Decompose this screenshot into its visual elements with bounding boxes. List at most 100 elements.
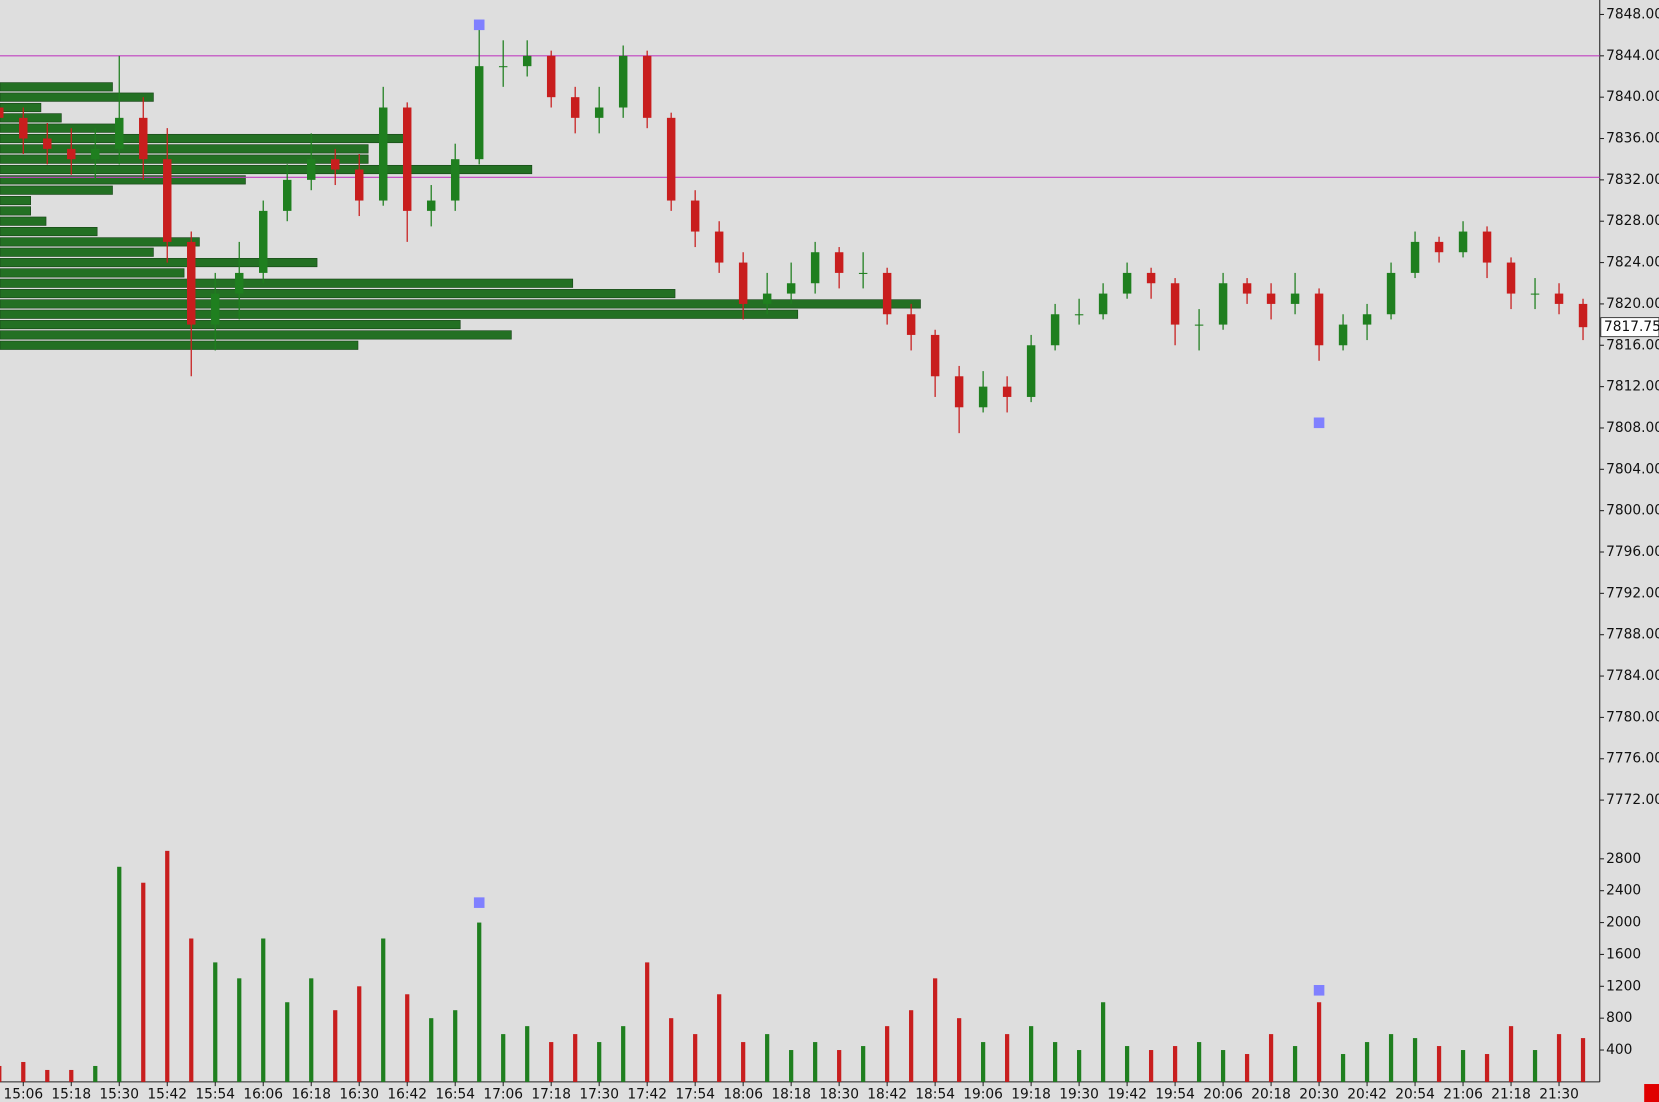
profile-bar bbox=[0, 340, 359, 350]
profile-bar bbox=[0, 206, 32, 216]
profile-bar bbox=[0, 92, 154, 102]
candle-body bbox=[714, 231, 724, 263]
volume-bar bbox=[1292, 1046, 1298, 1082]
x-tick-label: 16:54 bbox=[435, 1087, 475, 1102]
volume-bar bbox=[645, 962, 650, 1082]
volume-bar bbox=[717, 994, 722, 1082]
volume-bar bbox=[309, 978, 314, 1082]
volume-bar bbox=[1172, 1046, 1178, 1082]
y-tick-label: 7776.00 bbox=[1606, 751, 1659, 767]
volume-tick-label: 1600 bbox=[1606, 946, 1641, 962]
candle-body bbox=[834, 252, 844, 273]
candle-body bbox=[642, 55, 652, 118]
candle-body bbox=[1170, 283, 1180, 325]
volume-bar bbox=[669, 1018, 674, 1082]
candle-body bbox=[1098, 293, 1108, 315]
signal-marker bbox=[1313, 417, 1325, 429]
x-tick-label: 17:42 bbox=[627, 1087, 667, 1102]
profile-bar bbox=[0, 195, 32, 206]
x-tick-label: 17:18 bbox=[531, 1087, 571, 1102]
x-tick-label: 19:18 bbox=[1011, 1087, 1051, 1102]
x-tick-label: 21:30 bbox=[1539, 1087, 1579, 1102]
volume-bar bbox=[1268, 1034, 1274, 1082]
x-tick-label: 15:42 bbox=[147, 1087, 187, 1102]
y-tick-label: 7772.00 bbox=[1606, 792, 1659, 808]
volume-bar bbox=[501, 1034, 506, 1082]
candle-body bbox=[67, 148, 76, 160]
volume-bar bbox=[741, 1042, 746, 1082]
candle-body bbox=[1146, 272, 1156, 284]
volume-bar bbox=[45, 1069, 50, 1082]
candle-body bbox=[1458, 231, 1468, 253]
corner-indicator bbox=[1644, 1084, 1659, 1102]
candle-body bbox=[810, 252, 820, 284]
candle-body bbox=[1002, 386, 1012, 397]
volume-tick-label: 400 bbox=[1606, 1042, 1632, 1058]
y-tick-label: 7832.00 bbox=[1606, 172, 1659, 188]
volume-bar bbox=[117, 866, 122, 1082]
volume-bar bbox=[1580, 1038, 1586, 1082]
profile-bar bbox=[0, 278, 574, 288]
x-tick-label: 20:54 bbox=[1395, 1087, 1435, 1102]
candle-body bbox=[930, 334, 940, 377]
profile-bar bbox=[0, 123, 124, 133]
candle-body bbox=[1290, 293, 1300, 304]
candle-body bbox=[283, 179, 292, 211]
candle-body bbox=[1386, 272, 1396, 315]
candle-body bbox=[1194, 324, 1204, 326]
profile-bar bbox=[0, 185, 113, 195]
y-tick-label: 7816.00 bbox=[1606, 337, 1659, 353]
y-tick-label: 7792.00 bbox=[1606, 585, 1659, 601]
x-tick-label: 18:54 bbox=[915, 1087, 955, 1102]
volume-tick-label: 1200 bbox=[1606, 978, 1641, 994]
y-tick-label: 7800.00 bbox=[1606, 503, 1659, 519]
volume-bar bbox=[1484, 1054, 1490, 1082]
volume-bar bbox=[213, 962, 218, 1082]
profile-bar bbox=[0, 320, 461, 330]
volume-bar bbox=[885, 1026, 890, 1082]
volume-bar bbox=[789, 1050, 794, 1082]
candle-body bbox=[1362, 314, 1372, 325]
candle-body bbox=[1338, 324, 1348, 346]
candle-body bbox=[1434, 241, 1444, 253]
x-tick-label: 15:54 bbox=[195, 1087, 235, 1102]
y-tick-label: 7828.00 bbox=[1606, 213, 1659, 229]
candle-body bbox=[1578, 303, 1588, 328]
x-tick-label: 20:06 bbox=[1203, 1087, 1243, 1102]
profile-bar bbox=[0, 299, 921, 309]
x-tick-label: 16:06 bbox=[243, 1087, 283, 1102]
candle-body bbox=[1314, 293, 1324, 346]
candle-body bbox=[1218, 283, 1228, 325]
profile-bar bbox=[0, 133, 410, 144]
x-tick-label: 19:42 bbox=[1107, 1087, 1147, 1102]
volume-tick-label: 2800 bbox=[1606, 851, 1641, 867]
profile-bar bbox=[0, 237, 200, 247]
candle-body bbox=[690, 200, 700, 232]
volume-bar bbox=[1364, 1042, 1370, 1082]
profile-bar bbox=[0, 144, 369, 154]
volume-bar bbox=[1052, 1042, 1058, 1082]
volume-bar bbox=[0, 1065, 2, 1082]
x-tick-label: 19:54 bbox=[1155, 1087, 1195, 1102]
candle-body bbox=[474, 66, 484, 160]
volume-bar bbox=[909, 1010, 914, 1082]
x-tick-label: 18:42 bbox=[867, 1087, 907, 1102]
candle-body bbox=[1482, 231, 1492, 263]
x-tick-label: 20:42 bbox=[1347, 1087, 1387, 1102]
candle-body bbox=[1554, 293, 1564, 304]
candle-body bbox=[354, 169, 364, 201]
volume-bar bbox=[1124, 1046, 1130, 1082]
candle-body bbox=[1266, 293, 1276, 304]
candle-body bbox=[1050, 314, 1060, 346]
volume-bar bbox=[621, 1026, 626, 1082]
volume-bar bbox=[1029, 1026, 1034, 1082]
candle-body bbox=[378, 107, 388, 201]
profile-bar bbox=[0, 258, 318, 268]
x-tick-label: 15:30 bbox=[99, 1087, 139, 1102]
candle-body bbox=[330, 159, 340, 170]
candle-body bbox=[306, 159, 316, 180]
profile-bar bbox=[0, 113, 62, 123]
volume-bar bbox=[813, 1042, 818, 1082]
